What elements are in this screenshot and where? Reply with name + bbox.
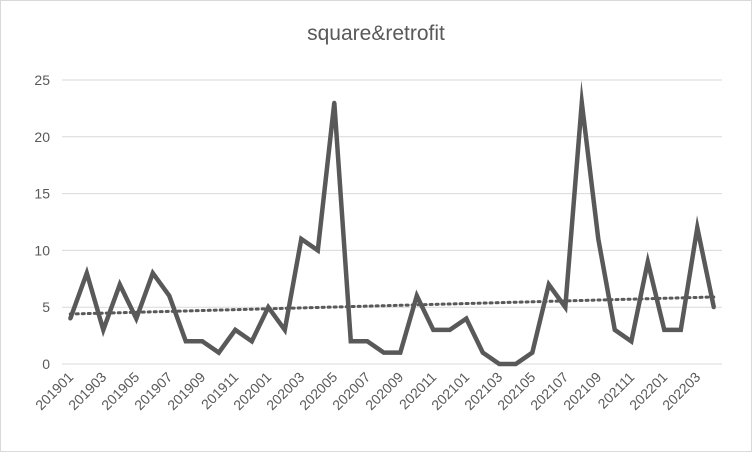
data-point-202008 xyxy=(381,350,386,355)
data-point-201910 xyxy=(216,350,221,355)
x-tick-label-202203: 202203 xyxy=(659,369,703,413)
data-point-202204 xyxy=(711,305,716,310)
data-point-201912 xyxy=(249,339,254,344)
data-point-202002 xyxy=(282,327,287,332)
data-point-202202 xyxy=(678,327,683,332)
data-point-201905 xyxy=(134,316,139,321)
data-point-202104 xyxy=(513,362,518,366)
data-point-201904 xyxy=(117,282,122,287)
data-point-201903 xyxy=(101,327,106,332)
data-point-202112 xyxy=(645,259,650,264)
data-point-201908 xyxy=(183,339,188,344)
data-point-202106 xyxy=(546,282,551,287)
trendline-layer xyxy=(68,295,716,316)
x-axis-tick-labels: 2019012019032019052019072019092019112020… xyxy=(32,369,703,413)
data-point-202010 xyxy=(414,293,419,298)
data-point-202109 xyxy=(596,237,601,242)
x-tick-label-202109: 202109 xyxy=(560,369,604,413)
y-tick-label-25: 25 xyxy=(34,72,50,88)
data-point-202001 xyxy=(266,305,271,310)
data-point-202005 xyxy=(332,100,337,105)
data-point-202110 xyxy=(612,327,617,332)
data-point-202201 xyxy=(662,327,667,332)
data-point-202111 xyxy=(629,339,634,344)
data-point-201911 xyxy=(233,327,238,332)
y-tick-label-20: 20 xyxy=(34,129,50,145)
data-point-202007 xyxy=(365,339,370,344)
series-layer xyxy=(68,80,717,367)
y-tick-label-0: 0 xyxy=(42,356,50,372)
data-point-202101 xyxy=(464,316,469,321)
data-point-201902 xyxy=(84,271,89,276)
data-point-202103 xyxy=(497,362,502,366)
data-point-202012 xyxy=(447,327,452,332)
data-point-201906 xyxy=(150,271,155,276)
data-point-202009 xyxy=(398,350,403,355)
data-point-201907 xyxy=(167,293,172,298)
data-point-202107 xyxy=(563,305,568,310)
data-point-202102 xyxy=(480,350,485,355)
y-tick-label-15: 15 xyxy=(34,186,50,202)
y-axis-tick-labels: 0 5 10 15 20 25 xyxy=(34,72,50,372)
series-line-0 xyxy=(68,80,717,367)
data-point-202011 xyxy=(431,327,436,332)
y-tick-label-5: 5 xyxy=(42,299,50,315)
data-point-202105 xyxy=(530,350,535,355)
data-point-202004 xyxy=(315,248,320,253)
data-point-202006 xyxy=(348,339,353,344)
data-point-202203 xyxy=(695,225,700,230)
data-point-201909 xyxy=(200,339,205,344)
trendline xyxy=(68,295,716,316)
y-tick-label-10: 10 xyxy=(34,242,50,258)
data-point-202003 xyxy=(299,237,304,242)
chart-title: square&retrofit xyxy=(307,22,445,45)
gridlines xyxy=(62,79,722,365)
data-point-201901 xyxy=(68,316,73,321)
data-point-202108 xyxy=(579,100,584,105)
